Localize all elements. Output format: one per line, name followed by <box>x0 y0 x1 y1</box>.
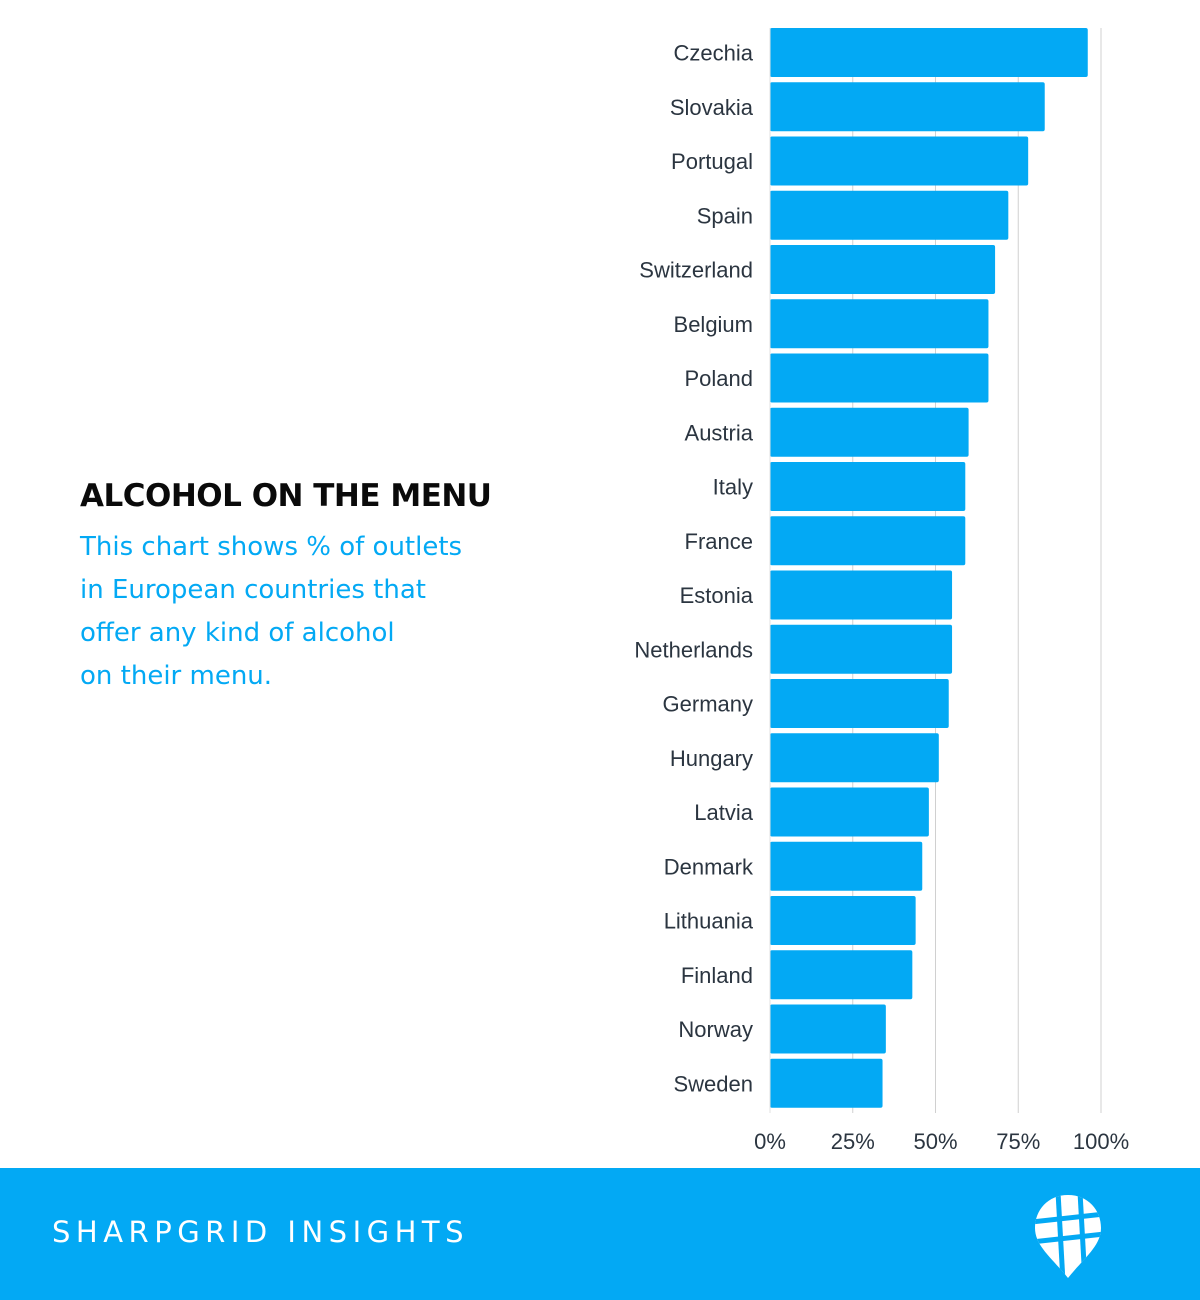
category-label: Austria <box>685 420 754 445</box>
x-tick-label: 25% <box>831 1129 875 1154</box>
bar <box>770 841 923 891</box>
category-label: Lithuania <box>664 909 754 934</box>
category-label: Finland <box>681 963 753 988</box>
bar <box>770 299 989 349</box>
map-pin-logo-icon <box>1035 1195 1101 1278</box>
bar <box>770 353 989 403</box>
bar <box>770 136 1029 186</box>
x-tick-label: 0% <box>754 1129 786 1154</box>
footer-bar: SHARPGRID INSIGHTS <box>0 1168 1200 1300</box>
bar <box>770 190 1009 240</box>
x-tick-label: 75% <box>996 1129 1040 1154</box>
category-label: Sweden <box>673 1071 753 1096</box>
category-label: Latvia <box>694 800 753 825</box>
bar <box>770 462 966 511</box>
subtitle-line: This chart shows % of outlets <box>80 532 463 562</box>
category-label: Italy <box>713 475 753 500</box>
category-label: Hungary <box>670 746 753 771</box>
category-label: Belgium <box>674 312 753 337</box>
chart-subtitle: This chart shows % of outlets in Europea… <box>80 526 550 698</box>
category-label: Denmark <box>664 854 754 879</box>
category-label: Slovakia <box>670 95 754 120</box>
brand-name: SHARPGRID INSIGHTS <box>52 1215 470 1249</box>
bar <box>770 624 953 674</box>
chart-heading: ALCOHOL ON THE MENU This chart shows % o… <box>80 478 550 698</box>
bar-chart: Czechia Slovakia Portugal Spain Switzerland B… <box>634 28 1129 1154</box>
bar <box>770 1058 883 1108</box>
x-tick-label: 100% <box>1073 1129 1129 1154</box>
bar <box>770 1004 886 1054</box>
bar <box>770 516 966 566</box>
chart-title: ALCOHOL ON THE MENU <box>80 478 492 514</box>
subtitle-line: in European countries that <box>80 575 426 605</box>
category-label: Estonia <box>680 583 754 608</box>
category-label: Spain <box>697 203 753 228</box>
bar <box>770 28 1088 77</box>
bar <box>770 679 949 728</box>
category-label: Czechia <box>674 41 754 66</box>
bar <box>770 82 1045 132</box>
x-tick-label: 50% <box>913 1129 957 1154</box>
bar <box>770 407 969 457</box>
bar <box>770 733 939 783</box>
subtitle-line: on their menu. <box>80 661 273 691</box>
bar <box>770 950 913 1000</box>
bar <box>770 896 916 945</box>
bar <box>770 570 953 620</box>
bar <box>770 245 996 294</box>
category-label: Germany <box>663 692 753 717</box>
bar <box>770 787 929 837</box>
subtitle-line: offer any kind of alcohol <box>80 618 395 648</box>
category-label: Portugal <box>671 149 753 174</box>
category-label: France <box>685 529 753 554</box>
category-label: Poland <box>684 366 753 391</box>
category-label: Netherlands <box>634 637 753 662</box>
category-label: Switzerland <box>639 258 753 283</box>
category-label: Norway <box>678 1017 753 1042</box>
